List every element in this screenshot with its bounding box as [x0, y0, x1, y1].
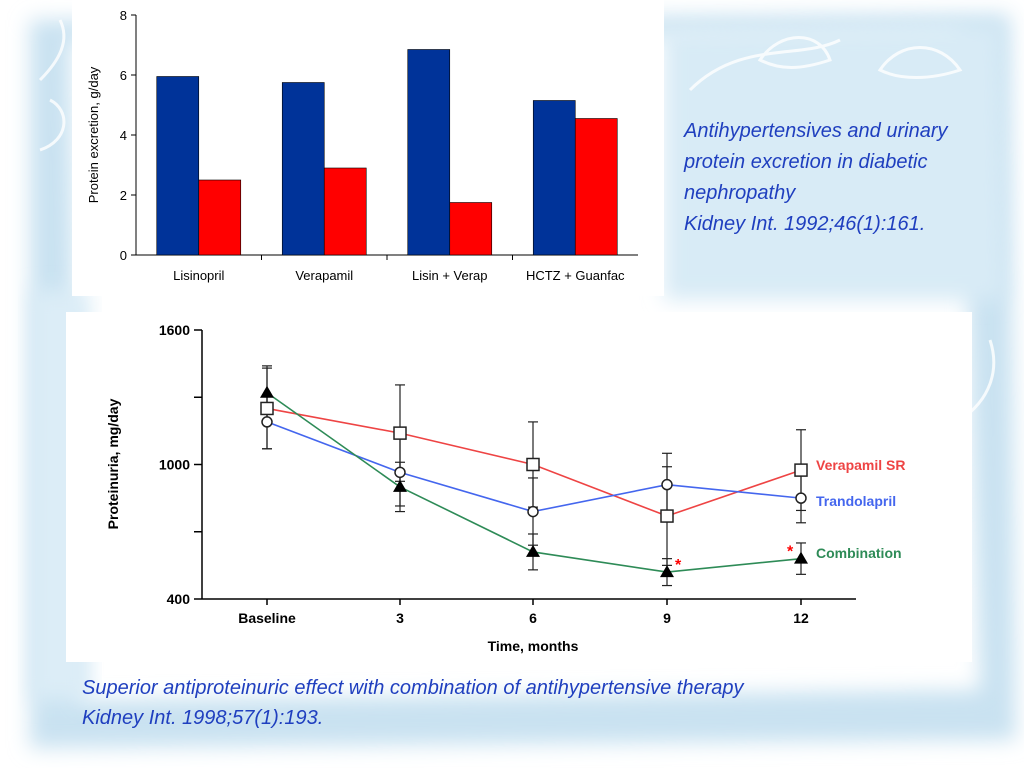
y-axis-label: Protein excretion, g/day: [86, 66, 101, 203]
leaf-ornament-icon: [38, 19, 996, 422]
legend-label: Trandolapril: [816, 493, 896, 509]
bar: [407, 49, 451, 256]
caption-bottom: Superior antiproteinuric effect with com…: [82, 673, 962, 733]
x-axis-label: Time, months: [488, 638, 579, 654]
x-tick-label: Lisinopril: [173, 268, 224, 283]
y-tick-label: 8: [120, 8, 127, 23]
line-chart-panel: 400 1000 1600 Proteinuria, mg/day Baseline 3 6…: [66, 312, 972, 662]
caption-top: Antihypertensives and urinary protein ex…: [684, 116, 1014, 240]
data-point: [393, 426, 407, 440]
bar: [532, 100, 576, 256]
x-tick-label: 6: [529, 610, 537, 626]
x-tick-label: Verapamil: [295, 268, 353, 283]
data-point: [393, 479, 407, 492]
data-point: [526, 457, 540, 472]
bar: [574, 118, 618, 256]
x-tick-label: 12: [793, 610, 809, 626]
data-point: [660, 509, 674, 523]
legend-label: Combination: [816, 545, 902, 561]
significance-asterisk: *: [675, 557, 682, 574]
data-point: [261, 416, 273, 428]
bar: [449, 202, 493, 256]
y-tick-label: 4: [120, 128, 127, 143]
y-tick-label: 6: [120, 68, 127, 83]
y-tick-label: 2: [120, 188, 127, 203]
line-chart: 400 1000 1600 Proteinuria, mg/day Baseline 3 6…: [105, 322, 906, 654]
x-tick-label: Baseline: [238, 610, 296, 626]
data-point: [794, 551, 808, 564]
x-tick-label: 9: [663, 610, 671, 626]
x-tick-label: HCTZ + Guanfac: [526, 268, 625, 283]
data-point: [661, 478, 673, 491]
data-point: [260, 385, 274, 398]
x-tick-label: Lisin + Verap: [412, 268, 488, 283]
legend-label: Verapamil SR: [816, 457, 906, 473]
bar-chart-panel: 0 2 4 6 8 Protein excretion, g/day Lisinopril V…: [72, 0, 664, 296]
caption-top-citation: Kidney Int. 1992;46(1):161.: [684, 213, 926, 235]
data-point: [794, 463, 808, 477]
data-point: [660, 565, 674, 578]
y-tick-label: 1000: [159, 457, 190, 473]
caption-bottom-line: Superior antiproteinuric effect with com…: [82, 677, 744, 699]
y-tick-label: 400: [167, 591, 191, 607]
significance-asterisk: *: [787, 544, 794, 561]
bar: [156, 76, 200, 256]
y-tick-label: 1600: [159, 322, 190, 338]
data-point: [527, 505, 539, 518]
data-point: [260, 401, 274, 416]
caption-top-line: protein excretion in diabetic: [684, 151, 928, 173]
caption-top-line: Antihypertensives and urinary: [684, 120, 948, 142]
bar: [281, 82, 325, 256]
data-point: [795, 492, 807, 504]
y-axis-label: Proteinuria, mg/day: [105, 398, 121, 529]
y-tick-label: 0: [120, 248, 127, 263]
caption-bottom-citation: Kidney Int. 1998;57(1):193.: [82, 707, 324, 729]
data-point: [394, 466, 406, 479]
caption-top-line: nephropathy: [684, 182, 796, 204]
data-point: [526, 544, 540, 557]
bar: [198, 179, 242, 256]
x-tick-label: 3: [396, 610, 404, 626]
bar: [323, 167, 367, 256]
bar-chart: 0 2 4 6 8 Protein excretion, g/day Lisinopril V…: [86, 8, 638, 283]
